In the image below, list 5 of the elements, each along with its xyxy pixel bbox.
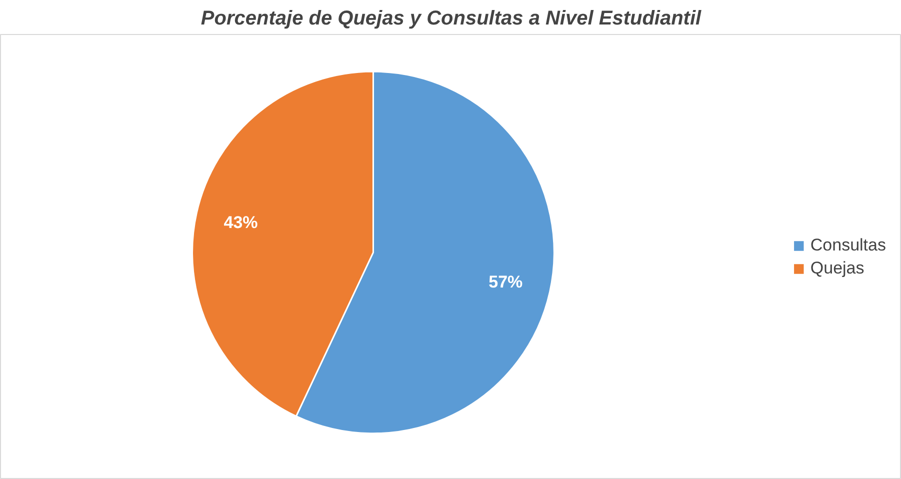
- legend-label: Quejas: [810, 258, 864, 278]
- chart-title: Porcentaje de Quejas y Consultas a Nivel Estudiantil: [200, 8, 702, 30]
- data-label: 43%: [224, 213, 258, 232]
- legend-label: Consultas: [810, 235, 886, 255]
- data-label: 57%: [488, 272, 523, 292]
